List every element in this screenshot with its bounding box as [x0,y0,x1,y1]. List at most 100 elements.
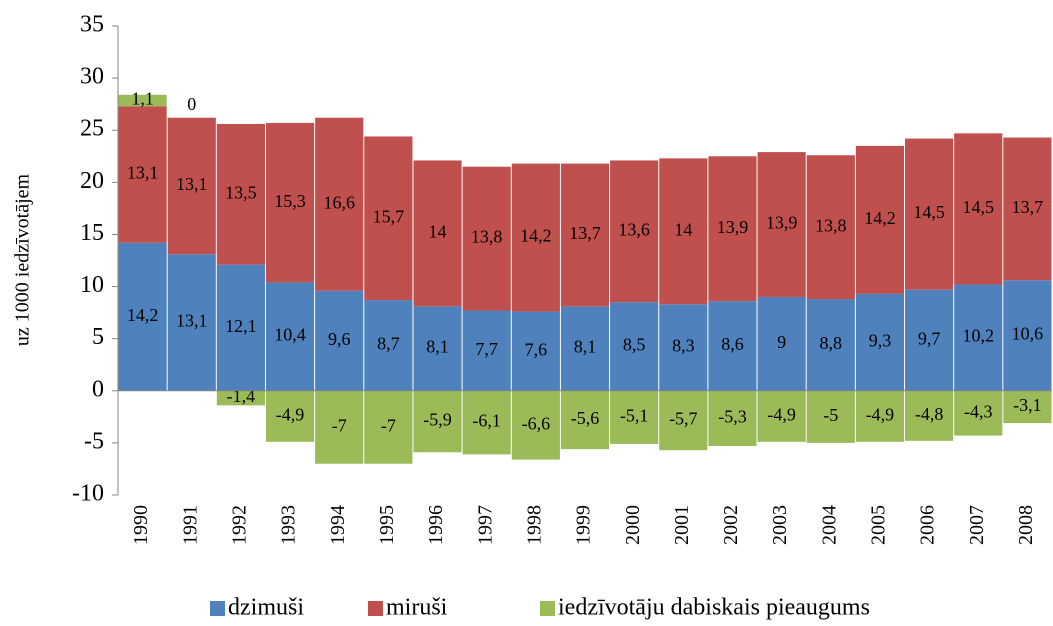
y-tick-label: 35 [80,12,104,38]
y-tick-label: 0 [92,376,104,402]
bar-segment [659,158,708,305]
data-label: 15,7 [373,206,405,226]
y-tick-label: 5 [92,324,104,350]
data-label: 9,7 [918,328,941,348]
x-tick-label: 1992 [228,505,250,545]
data-label: 7,6 [525,339,548,359]
x-tick-label: 1998 [523,505,545,545]
bar-segment [708,301,757,391]
data-label: 9 [777,332,786,352]
data-label: -7 [381,415,396,435]
bar-segment [806,155,855,300]
bar-segment [118,106,167,243]
bar-segment [265,390,315,442]
bar-segment [1003,390,1052,424]
bar-segment [855,145,905,294]
bar-segment [462,310,511,391]
legend-label: iedzīvotāju dabiskais pieaugums [558,595,870,621]
y-tick-label: 15 [80,220,104,246]
x-tick-label: 2000 [622,505,644,545]
bar-segment [413,306,462,391]
bar-segment [954,284,1003,391]
data-label: 16,6 [323,192,355,212]
data-label: 13,6 [618,219,650,239]
x-tick-label: 2004 [818,505,840,545]
data-label: 14,2 [864,208,896,228]
data-label: 8,3 [672,336,695,356]
bar-segment [610,160,659,303]
bar-segment [216,264,265,391]
bar-segment [1003,280,1052,391]
bar-segment [413,160,462,307]
bar-segment [265,122,315,283]
x-tick-label: 2005 [868,505,890,545]
y-axis-label: uz 1000 iedzīvotājem [12,173,34,346]
data-label: -5 [823,405,838,425]
bar-segment [855,390,905,442]
bar-segment [708,390,757,447]
data-label: -5,7 [669,409,698,429]
x-tick-label: 1995 [376,505,398,545]
bar-segment [560,306,610,391]
bar-segment [560,163,610,307]
bar-segment [364,390,413,464]
data-label: -3,1 [1013,395,1042,415]
data-label: 14,2 [520,226,552,246]
x-tick-label: 1994 [327,505,349,545]
data-label: -6,6 [522,413,551,433]
bar-segment [905,138,954,290]
x-tick-label: 2007 [966,505,988,545]
bar-segment [216,123,265,265]
bar-segment [905,289,954,391]
data-label: 9,6 [328,329,351,349]
bar-segment [511,311,560,391]
data-label: -4,3 [964,401,993,421]
bar-segment [364,300,413,391]
bar-segment [511,390,560,460]
data-label: 13,1 [176,311,208,331]
legend-label: dzimuši [228,595,304,621]
y-tick-label: 10 [80,272,104,298]
data-label: 14 [429,222,447,242]
data-label: 13,1 [127,163,159,183]
data-label: 13,5 [225,182,257,202]
data-label: 8,1 [574,337,597,357]
bar-segment [118,94,167,107]
data-label: 13,9 [766,213,798,233]
data-label: 15,3 [274,191,306,211]
legend-swatch [540,601,555,616]
x-tick-label: 1991 [179,505,201,545]
x-tick-label: 1996 [425,505,447,545]
bar-segment [364,136,413,301]
data-label: 14,5 [963,197,995,217]
data-label: -6,1 [472,411,501,431]
bar-segment [511,163,560,312]
bar-segment [315,290,364,391]
data-label: 8,5 [623,335,646,355]
data-label: -5,3 [718,407,747,427]
data-label: 13,8 [815,215,847,235]
bar-segment [610,390,659,444]
data-label: 14 [674,219,692,239]
bar-segment [659,304,708,391]
y-tick-label: -5 [84,428,104,454]
bar-segment [315,390,364,464]
data-label: -7 [332,415,347,435]
x-tick-label: 2002 [720,505,742,545]
bar-segment [757,152,806,297]
y-tick-label: 25 [80,116,104,142]
bar-segment [560,390,610,450]
bar-segment [806,390,855,443]
data-label: 9,3 [869,330,892,350]
data-label: 8,8 [820,333,843,353]
bar-segment [757,296,806,391]
bar-segment [462,166,511,311]
x-tick-label: 2001 [671,505,693,545]
data-label: 1,1 [131,89,154,109]
y-tick-label: 30 [80,64,104,90]
bar-segment [167,254,216,391]
x-tick-label: 1997 [474,505,496,545]
bar-segment [855,293,905,391]
data-label: 10,2 [963,326,995,346]
